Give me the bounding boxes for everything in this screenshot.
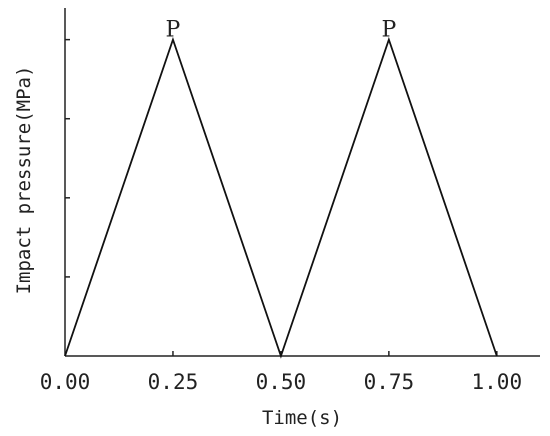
x-axis-label: Time(s) <box>262 407 342 429</box>
x-tick-label-4: 1.00 <box>472 370 523 394</box>
x-tick-label-3: 0.75 <box>364 370 415 394</box>
x-tick-labels: 0.00 0.25 0.50 0.75 1.00 <box>40 370 522 394</box>
series-group <box>64 36 498 359</box>
axes <box>64 8 540 357</box>
x-tick-label-0: 0.00 <box>40 370 91 394</box>
x-tick-label-2: 0.50 <box>256 370 307 394</box>
peak-label-1: P <box>381 18 396 43</box>
series-line-0 <box>64 36 498 359</box>
y-ticks <box>65 38 70 278</box>
peak-label-0: P <box>166 18 181 43</box>
y-axis-label: Impact pressure(MPa) <box>13 66 35 295</box>
x-tick-label-1: 0.25 <box>148 370 199 394</box>
